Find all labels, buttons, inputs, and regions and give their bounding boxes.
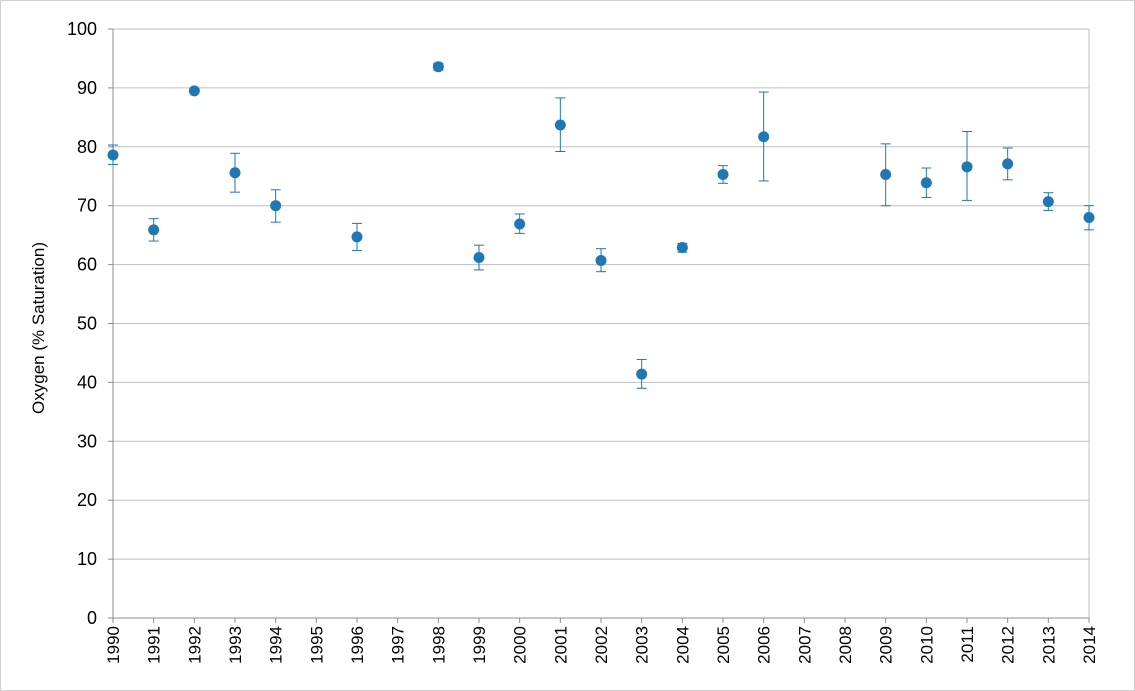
error-bars <box>108 62 1094 389</box>
x-tick-label: 2006 <box>755 626 774 664</box>
y-tick-label: 60 <box>77 255 97 275</box>
data-points <box>107 61 1095 380</box>
y-tick-label: 70 <box>77 196 97 216</box>
x-tick-label: 2014 <box>1080 626 1099 664</box>
data-point-2011 <box>961 161 973 173</box>
y-tick-labels: 0 10 20 30 40 50 60 70 80 90 100 <box>67 19 97 628</box>
x-tick-label: 1999 <box>470 626 489 664</box>
data-point-2012 <box>1002 158 1014 170</box>
data-point-1990 <box>107 149 119 161</box>
data-point-2006 <box>758 131 770 143</box>
data-point-1996 <box>351 231 363 243</box>
x-tick-label: 2004 <box>673 626 692 664</box>
x-tick-label: 2003 <box>633 626 652 664</box>
x-tick-label: 2001 <box>551 626 570 664</box>
x-tick-label: 1998 <box>429 626 448 664</box>
data-point-2003 <box>636 368 648 380</box>
y-tick-label: 20 <box>77 490 97 510</box>
data-point-1998 <box>432 61 444 73</box>
data-point-2010 <box>920 177 932 189</box>
y-tick-label: 40 <box>77 372 97 392</box>
x-tick-label: 2008 <box>836 626 855 664</box>
y-tick-label: 0 <box>87 608 97 628</box>
x-tick-label: 1995 <box>307 626 326 664</box>
data-point-2013 <box>1042 196 1054 208</box>
x-tick-label: 2011 <box>958 626 977 663</box>
x-tick-label: 2002 <box>592 626 611 664</box>
data-point-1991 <box>148 224 160 236</box>
x-tick-label: 1997 <box>389 626 408 664</box>
y-tick-label: 10 <box>77 549 97 569</box>
axes <box>108 28 1090 623</box>
x-tick-label: 2010 <box>917 626 936 664</box>
gridlines <box>113 28 1090 618</box>
data-point-2001 <box>554 119 566 131</box>
data-point-2004 <box>676 242 688 254</box>
x-tick-label: 1994 <box>267 626 286 664</box>
y-axis-label: Oxygen (% Saturation) <box>29 242 48 414</box>
x-tick-label: 1990 <box>104 626 123 664</box>
x-tick-label: 1993 <box>226 626 245 664</box>
x-tick-label: 1996 <box>348 626 367 664</box>
data-point-2014 <box>1083 211 1095 223</box>
x-tick-label: 2007 <box>795 626 814 664</box>
x-tick-label: 2013 <box>1039 626 1058 664</box>
x-tick-label: 1991 <box>145 626 164 664</box>
data-point-2002 <box>595 254 607 266</box>
data-point-2005 <box>717 168 729 180</box>
x-tick-label: 2000 <box>511 626 530 664</box>
y-tick-label: 50 <box>77 314 97 334</box>
data-point-1992 <box>188 85 200 97</box>
data-point-1999 <box>473 252 485 264</box>
y-tick-label: 100 <box>67 19 97 39</box>
y-tick-label: 90 <box>77 78 97 98</box>
x-tick-label: 2009 <box>877 626 896 664</box>
x-tick-label: 2012 <box>999 626 1018 664</box>
x-tick-labels: 1990 1991 1992 1993 1994 1995 1996 1997 1998 1999… <box>104 626 1099 664</box>
data-point-2000 <box>514 218 526 230</box>
data-point-1993 <box>229 167 241 179</box>
x-tick-label: 1992 <box>185 626 204 664</box>
y-tick-label: 80 <box>77 137 97 157</box>
y-tick-label: 30 <box>77 431 97 451</box>
data-point-2009 <box>880 168 892 180</box>
x-tick-label: 2005 <box>714 626 733 664</box>
data-point-1994 <box>270 200 282 212</box>
